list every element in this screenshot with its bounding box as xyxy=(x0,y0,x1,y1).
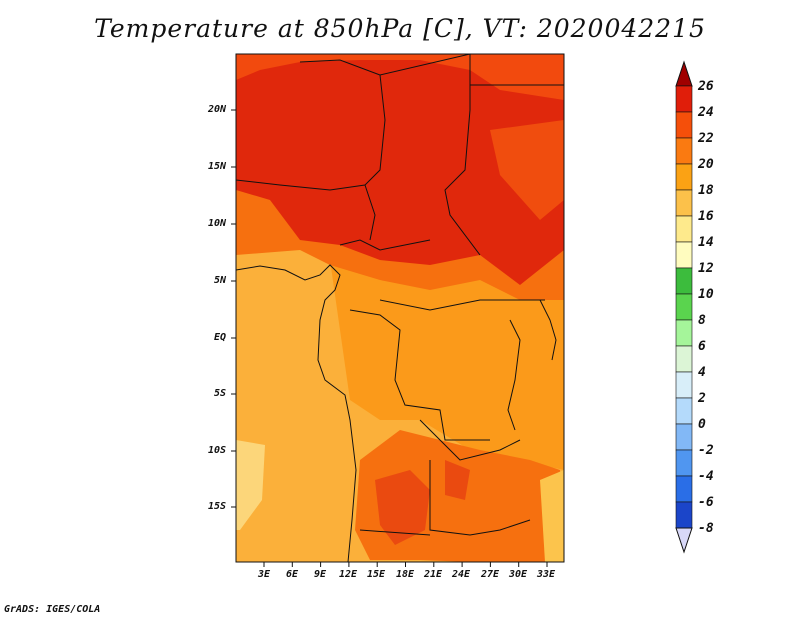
lon-label: 15E xyxy=(367,569,386,580)
lat-label: 10S xyxy=(208,445,227,456)
legend-swatch xyxy=(675,111,693,139)
legend-top-arrow xyxy=(675,60,693,87)
lon-label: 9E xyxy=(314,569,327,580)
legend-label: 8 xyxy=(698,313,706,328)
legend-swatch xyxy=(675,137,693,165)
legend-label: 24 xyxy=(698,105,714,120)
legend-label: -4 xyxy=(698,469,714,484)
lon-label: 33E xyxy=(537,569,556,580)
legend-swatch xyxy=(675,397,693,425)
legend-label: 6 xyxy=(698,339,706,354)
zone-16-18 xyxy=(236,440,265,530)
legend-label: 14 xyxy=(698,235,714,250)
legend-swatch xyxy=(675,293,693,321)
legend-swatch xyxy=(675,475,693,503)
lon-label: 12E xyxy=(339,569,358,580)
legend-label: 22 xyxy=(698,131,714,146)
zone-northeast xyxy=(490,120,564,220)
legend-swatch xyxy=(675,319,693,347)
legend-label: 10 xyxy=(698,287,714,302)
lon-label: 6E xyxy=(286,569,299,580)
zone-24-south-b xyxy=(445,460,470,500)
legend-label: -8 xyxy=(698,521,714,536)
zone-coast xyxy=(540,470,564,562)
legend-swatch xyxy=(675,423,693,451)
legend-label: 18 xyxy=(698,183,714,198)
legend-label: -6 xyxy=(698,495,714,510)
legend-swatch xyxy=(675,189,693,217)
lat-label: 20N xyxy=(208,104,227,115)
lat-label: 5S xyxy=(214,388,227,399)
legend-swatch xyxy=(675,163,693,191)
legend-swatch xyxy=(675,345,693,373)
lat-label: EQ xyxy=(214,332,227,343)
lon-label: 18E xyxy=(396,569,415,580)
legend-label: 2 xyxy=(698,391,706,406)
color-legend xyxy=(675,60,693,554)
lat-label: 5N xyxy=(214,275,227,286)
zone-hot-rim xyxy=(236,54,564,100)
legend-swatch xyxy=(675,501,693,529)
legend-label: 12 xyxy=(698,261,714,276)
legend-swatch xyxy=(675,449,693,477)
lon-label: 27E xyxy=(481,569,500,580)
legend-swatch xyxy=(675,241,693,269)
zone-24-26-north xyxy=(236,54,564,285)
lon-label: 24E xyxy=(452,569,471,580)
credit-text: GrADS: IGES/COLA xyxy=(4,604,101,615)
lon-label: 30E xyxy=(509,569,528,580)
chart-title: Temperature at 850hPa [C], VT: 202004221… xyxy=(94,14,706,43)
legend-label: 16 xyxy=(698,209,714,224)
country-borders xyxy=(236,54,564,562)
lat-label: 15N xyxy=(208,161,227,172)
lon-label: 3E xyxy=(258,569,271,580)
legend-swatch xyxy=(675,215,693,243)
legend-swatch xyxy=(675,267,693,295)
lat-label: 15S xyxy=(208,501,227,512)
legend-swatch xyxy=(675,371,693,399)
legend-label: 0 xyxy=(698,417,706,432)
temperature-field xyxy=(236,54,564,562)
legend-swatch xyxy=(675,85,693,113)
axis-ticks xyxy=(231,109,548,567)
legend-label: 4 xyxy=(698,365,706,380)
legend-bottom-arrow xyxy=(675,527,693,554)
legend-label: 20 xyxy=(698,157,714,172)
legend-label: -2 xyxy=(698,443,714,458)
lat-label: 10N xyxy=(208,218,227,229)
legend-label: 26 xyxy=(698,79,714,94)
zone-20-22 xyxy=(330,250,564,470)
zone-24-south xyxy=(375,470,430,545)
map-frame xyxy=(235,53,565,563)
lon-label: 21E xyxy=(424,569,443,580)
